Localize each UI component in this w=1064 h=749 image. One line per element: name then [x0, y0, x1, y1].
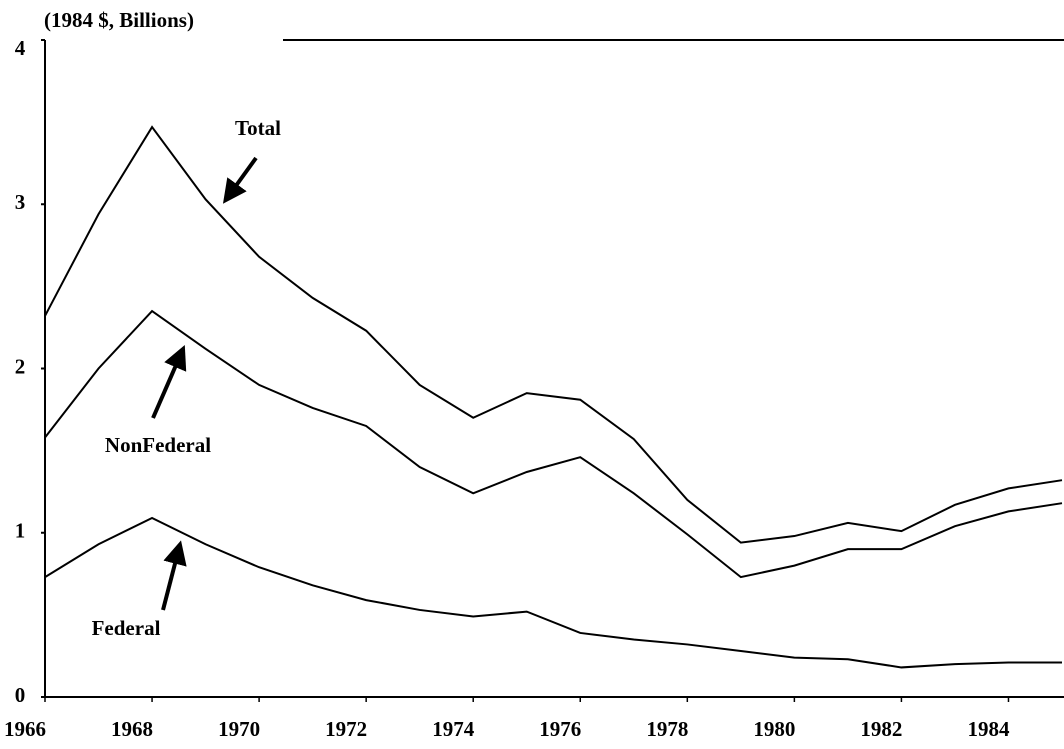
y-tick-label: 3	[15, 190, 26, 214]
x-tick-label: 1978	[646, 717, 688, 741]
x-tick-label: 1968	[111, 717, 153, 741]
series-line	[44, 125, 1063, 544]
x-tick-label: 1974	[432, 717, 475, 741]
arrow	[151, 344, 187, 419]
y-tick-label: 4	[15, 36, 26, 60]
series-line	[44, 516, 1062, 669]
x-tick-label: 1972	[325, 717, 367, 741]
y-tick-label: 1	[15, 519, 26, 543]
x-tick-label: 1976	[539, 717, 581, 741]
axis-title: (1984 $, Billions)	[44, 8, 194, 32]
x-tick-label: 1980	[753, 717, 795, 741]
y-tick-label: 2	[15, 354, 26, 378]
series-label: NonFederal	[105, 433, 211, 457]
x-tick-label: 1984	[967, 717, 1010, 741]
arrow	[161, 540, 187, 611]
y-tick-label: 0	[15, 683, 26, 707]
x-tick-label: 1982	[860, 717, 902, 741]
series-label: Federal	[92, 616, 161, 640]
series-line	[44, 309, 1063, 579]
arrow	[222, 156, 258, 204]
x-tick-label: 1966	[4, 717, 46, 741]
series-label: Total	[235, 116, 281, 140]
x-tick-label: 1970	[218, 717, 260, 741]
